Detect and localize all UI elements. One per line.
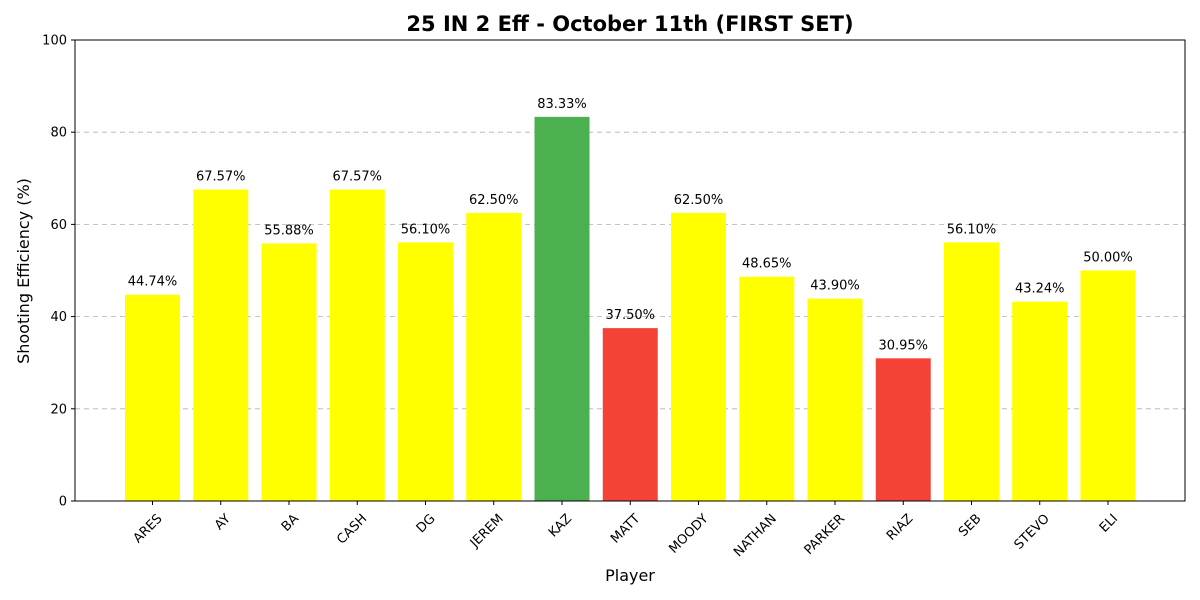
bar-value-label: 56.10% [401, 222, 451, 237]
bar-value-label: 37.50% [605, 308, 655, 323]
bar-value-label: 55.88% [264, 223, 314, 238]
y-axis-label: Shooting Efficiency (%) [14, 178, 33, 364]
y-axis: 0 20 40 60 80 100 [42, 34, 75, 510]
x-tick-label: AY [212, 511, 234, 533]
bar-value-label: 50.00% [1083, 251, 1133, 266]
bar-value-label: 67.57% [332, 170, 382, 185]
y-tick-label: 80 [50, 126, 67, 141]
bar-moody [671, 212, 726, 501]
x-tick-label: RIAZ [884, 511, 916, 543]
y-tick-label: 20 [50, 402, 67, 417]
x-tick-label: STEVO [1012, 511, 1053, 552]
bar-ba [261, 243, 317, 502]
bar-ares [125, 294, 180, 501]
x-tick-label: MATT [608, 511, 643, 546]
y-tick-label: 0 [59, 495, 67, 510]
bars [125, 116, 1136, 502]
bar-value-label: 30.95% [878, 338, 928, 353]
x-tick-label: JEREM [467, 511, 507, 551]
x-tick-label: SEB [956, 511, 985, 540]
x-tick-label: NATHAN [731, 511, 780, 560]
x-axis-label: Player [605, 566, 655, 585]
x-tick-label: CASH [334, 511, 370, 547]
bar-value-label: 43.24% [1015, 282, 1065, 297]
bar-matt [602, 328, 658, 501]
x-tick-label: MOODY [666, 511, 711, 556]
bar-value-label: 44.74% [128, 275, 178, 290]
bar-stevo [1012, 301, 1068, 501]
bar-value-label: 43.90% [810, 279, 860, 294]
x-tick-label: DG [414, 511, 439, 536]
bar-riaz [875, 358, 931, 501]
bar-value-label: 48.65% [742, 257, 792, 272]
x-tick-label: ELI [1097, 511, 1121, 535]
bar-value-label: 62.50% [674, 193, 724, 208]
x-tick-label: ARES [131, 511, 166, 546]
bar-dg [398, 242, 453, 501]
bar-nathan [739, 276, 795, 501]
grid-lines [75, 131, 1185, 410]
bar-kaz [534, 116, 590, 502]
bar-parker [807, 298, 863, 501]
bar-ay [193, 189, 249, 501]
y-tick-label: 100 [42, 34, 67, 49]
bar-seb [944, 242, 999, 501]
y-tick-label: 60 [50, 218, 67, 233]
data-labels: 44.74% 67.57% 55.88% 67.57% 56.10% 62.50% 83.3… [128, 97, 1133, 353]
bar-value-label: 67.57% [196, 170, 246, 185]
bar-eli [1080, 270, 1136, 501]
bar-value-label: 62.50% [469, 193, 519, 208]
bar-value-label: 56.10% [947, 222, 997, 237]
chart-title: 25 IN 2 Eff - October 11th (FIRST SET) [406, 12, 853, 36]
y-tick-label: 40 [50, 310, 67, 325]
x-axis: ARES AY BA CASH DG JEREM KAZ MATT MOODY NATHAN PAR… [131, 501, 1121, 560]
bar-cash [329, 189, 385, 501]
x-tick-label: KAZ [546, 511, 575, 540]
bar-jerem [466, 212, 522, 501]
x-tick-label: PARKER [802, 511, 848, 557]
x-tick-label: BA [279, 511, 302, 534]
bar-value-label: 83.33% [537, 97, 587, 112]
